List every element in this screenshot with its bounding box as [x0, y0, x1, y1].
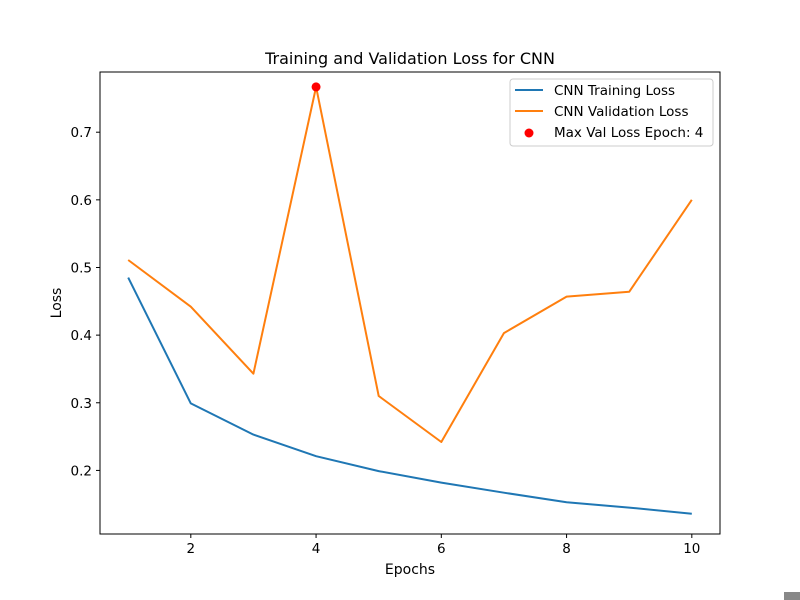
x-tick-label: 6 — [437, 541, 446, 557]
legend-training-label: CNN Training Loss — [554, 83, 675, 99]
legend: CNN Training Loss CNN Validation Loss Ma… — [509, 78, 714, 147]
series-line-validation — [127, 85, 693, 443]
x-tick-label: 10 — [683, 541, 700, 557]
max-val-loss-point — [311, 82, 321, 92]
y-tick-label: 0.3 — [71, 396, 92, 412]
chart-title: Training and Validation Loss for CNN — [264, 49, 555, 68]
x-axis-label: Epochs — [385, 562, 435, 578]
x-tick-label: 8 — [562, 541, 571, 557]
y-tick-label: 0.4 — [71, 328, 92, 344]
legend-max-marker — [524, 128, 534, 138]
y-tick-label: 0.6 — [71, 193, 92, 209]
legend-max-label: Max Val Loss Epoch: 4 — [554, 125, 703, 141]
corner-scroll-handle — [784, 592, 800, 600]
legend-box — [509, 78, 714, 147]
x-tick-label: 4 — [312, 541, 321, 557]
plot-area — [127, 82, 693, 515]
y-tick-label: 0.2 — [71, 463, 92, 479]
y-axis-ticks: 0.2 0.3 0.4 0.5 0.6 0.7 — [71, 125, 100, 479]
y-axis-label: Loss — [49, 288, 65, 319]
series-line-training — [127, 277, 692, 515]
x-axis-ticks: 2 4 6 8 10 — [187, 534, 700, 557]
x-tick-label: 2 — [187, 541, 196, 557]
y-tick-label: 0.5 — [71, 260, 92, 276]
y-tick-label: 0.7 — [71, 125, 92, 141]
legend-validation-label: CNN Validation Loss — [554, 104, 688, 120]
axes-frame — [99, 71, 721, 535]
